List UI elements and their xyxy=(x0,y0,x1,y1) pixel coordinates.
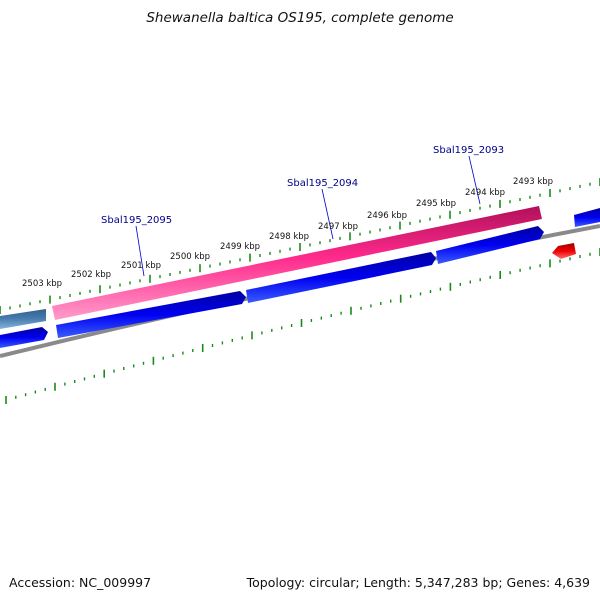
tick-label-2499-kbp: 2499 kbp xyxy=(220,242,260,252)
gene-leader-2095 xyxy=(135,225,145,277)
genome-summary-text: Topology: circular; Length: 5,347,283 bp… xyxy=(246,575,590,590)
outer-tick-row xyxy=(0,178,600,314)
accession-text: Accession: NC_009997 xyxy=(9,575,152,590)
feature-pink-segment xyxy=(52,206,542,320)
map-title: Shewanella baltica OS195, complete genom… xyxy=(146,10,454,26)
tick-label-2502-kbp: 2502 kbp xyxy=(71,270,111,280)
feature-blue-arrow-2093 xyxy=(436,226,544,264)
feature-blue-arrow-2094 xyxy=(246,252,436,303)
tick-label-2501-kbp: 2501 kbp xyxy=(121,261,161,271)
feature-blue-segment-right xyxy=(574,208,600,227)
tick-label-2494-kbp: 2494 kbp xyxy=(465,188,505,198)
tick-label-2500-kbp: 2500 kbp xyxy=(170,252,210,262)
gene-label-sbal195-2095: Sbal195_2095 xyxy=(101,215,172,226)
inner-tick-row xyxy=(5,248,600,404)
feature-steelblue-segment xyxy=(0,309,46,329)
feature-red-arrow xyxy=(552,243,576,259)
gene-label-sbal195-2094: Sbal195_2094 xyxy=(287,178,358,189)
tick-label-2498-kbp: 2498 kbp xyxy=(269,232,309,242)
gene-label-sbal195-2093: Sbal195_2093 xyxy=(433,145,504,156)
tick-label-2497-kbp: 2497 kbp xyxy=(318,222,358,232)
tick-label-2503-kbp: 2503 kbp xyxy=(22,279,62,289)
tick-label-2493-kbp: 2493 kbp xyxy=(513,177,553,187)
feature-blue-arrow-left xyxy=(0,327,48,348)
tick-label-2496-kbp: 2496 kbp xyxy=(367,211,407,221)
tick-label-2495-kbp: 2495 kbp xyxy=(416,199,456,209)
feature-blue-arrow-2095 xyxy=(56,291,246,338)
gene-leader-2093 xyxy=(468,155,481,205)
gene-leader-2094 xyxy=(321,188,334,240)
